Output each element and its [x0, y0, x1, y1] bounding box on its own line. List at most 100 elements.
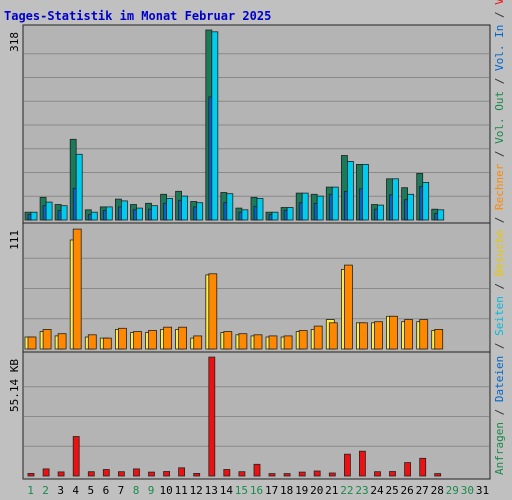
x-tick-label: 11 — [175, 484, 188, 497]
x-tick-label: 14 — [220, 484, 234, 497]
x-tick-label: 18 — [280, 484, 293, 497]
x-tick-label: 3 — [57, 484, 64, 497]
x-tick-label: 12 — [190, 484, 203, 497]
bar-seiten-day-1 — [30, 211, 38, 221]
plot-area-volume — [22, 351, 491, 480]
bar-rechner-day-25 — [389, 315, 398, 350]
x-tick-label: 4 — [72, 484, 79, 497]
bar-volumen-day-8 — [133, 468, 140, 477]
bar-volumen-day-6 — [102, 469, 110, 477]
bar-rechner-day-10 — [163, 326, 173, 350]
bar-seiten-day-4 — [75, 153, 83, 221]
bar-volumen-day-20 — [313, 470, 321, 477]
x-tick-label: 15 — [235, 484, 248, 497]
bar-rechner-day-4 — [72, 228, 82, 350]
x-tick-label: 7 — [118, 484, 125, 497]
bar-rechner-day-27 — [419, 319, 429, 350]
bar-rechner-day-17 — [268, 335, 278, 350]
bar-volumen-day-21 — [328, 472, 336, 477]
bar-rechner-day-11 — [178, 326, 188, 350]
legend-item: Volumen — [493, 0, 506, 5]
y-max-label: 318 — [8, 32, 21, 52]
x-tick-label: 16 — [250, 484, 263, 497]
bar-volumen-day-2 — [42, 468, 50, 477]
legend-item: Vol. In — [493, 25, 506, 71]
legend-separator: / — [493, 276, 506, 296]
x-tick-label: 2 — [42, 484, 49, 497]
bar-seiten-day-6 — [105, 206, 113, 221]
bar-seiten-day-3 — [60, 205, 68, 221]
bar-rechner-day-1 — [27, 336, 37, 350]
panel-visits: 111 — [8, 222, 491, 353]
x-tick-label: 17 — [265, 484, 278, 497]
bar-volumen-day-25 — [389, 471, 396, 477]
x-tick-label: 21 — [325, 484, 338, 497]
legend-item: Seiten — [493, 296, 506, 336]
x-tick-label: 28 — [431, 484, 444, 497]
bar-rechner-day-9 — [148, 330, 157, 350]
bar-seiten-day-22 — [346, 160, 354, 221]
bar-volumen-day-23 — [358, 450, 366, 477]
bar-volumen-day-11 — [178, 467, 186, 477]
x-tick-label: 9 — [148, 484, 155, 497]
bar-seiten-day-20 — [316, 195, 324, 221]
bar-volumen-day-14 — [223, 469, 231, 477]
legend-item: Rechner — [493, 163, 506, 210]
bar-volumen-day-9 — [148, 471, 155, 477]
x-tick-label: 26 — [400, 484, 413, 497]
x-tick-label: 1 — [27, 484, 34, 497]
bar-seiten-day-28 — [437, 209, 445, 221]
bar-volumen-day-12 — [193, 472, 201, 477]
bar-seiten-day-14 — [226, 193, 234, 221]
x-tick-label: 5 — [87, 484, 94, 497]
bar-seiten-day-13 — [211, 31, 219, 221]
bar-rechner-day-14 — [223, 331, 233, 350]
bar-volumen-day-4 — [72, 436, 80, 477]
bar-seiten-day-23 — [361, 163, 369, 221]
bar-volumen-day-5 — [87, 471, 95, 477]
chart-title: Tages-Statistik im Monat Februar 2025 — [4, 9, 271, 23]
bar-rechner-day-22 — [343, 264, 353, 350]
bar-rechner-day-18 — [283, 335, 293, 350]
x-tick-label: 20 — [310, 484, 323, 497]
bar-seiten-day-17 — [271, 211, 279, 221]
panel-volume: 55.14 KB — [8, 351, 491, 480]
bar-rechner-day-12 — [193, 335, 203, 350]
bar-seiten-day-16 — [256, 198, 264, 221]
y-max-label: 55.14 KB — [8, 359, 21, 412]
bar-seiten-day-8 — [136, 207, 143, 221]
legend-item: Vol. Out — [493, 91, 506, 144]
x-tick-label: 30 — [461, 484, 474, 497]
bar-volumen-day-19 — [298, 471, 306, 477]
bar-rechner-day-8 — [133, 331, 142, 350]
bar-seiten-day-26 — [407, 193, 415, 221]
bar-seiten-day-27 — [422, 181, 430, 221]
bar-rechner-day-24 — [374, 321, 383, 350]
bar-volumen-day-17 — [268, 473, 276, 477]
bar-seiten-day-11 — [181, 195, 189, 221]
bar-rechner-day-13 — [208, 273, 218, 350]
plot-area-requests — [22, 24, 491, 224]
bar-volumen-day-26 — [404, 462, 412, 477]
bar-volumen-day-22 — [343, 453, 351, 477]
bar-rechner-day-7 — [118, 327, 127, 350]
y-max-label: 111 — [8, 230, 21, 250]
legend-separator: / — [493, 336, 506, 356]
legend-separator: / — [493, 210, 506, 230]
legend: Anfragen / Dateien / Seiten / Besuche / … — [493, 0, 506, 475]
x-tick-label: 27 — [416, 484, 429, 497]
bar-seiten-day-9 — [151, 205, 158, 221]
bar-seiten-day-18 — [286, 207, 294, 221]
bar-seiten-day-12 — [196, 202, 204, 221]
bar-volumen-day-27 — [419, 457, 427, 477]
legend-item: Besuche — [493, 230, 506, 276]
legend-separator: / — [493, 402, 506, 422]
x-tick-label: 31 — [476, 484, 489, 497]
bar-rechner-day-20 — [313, 325, 323, 350]
bar-volumen-day-3 — [57, 471, 65, 477]
legend-item: Anfragen — [493, 422, 506, 475]
bar-seiten-day-24 — [377, 204, 384, 221]
bar-rechner-day-19 — [298, 330, 308, 350]
